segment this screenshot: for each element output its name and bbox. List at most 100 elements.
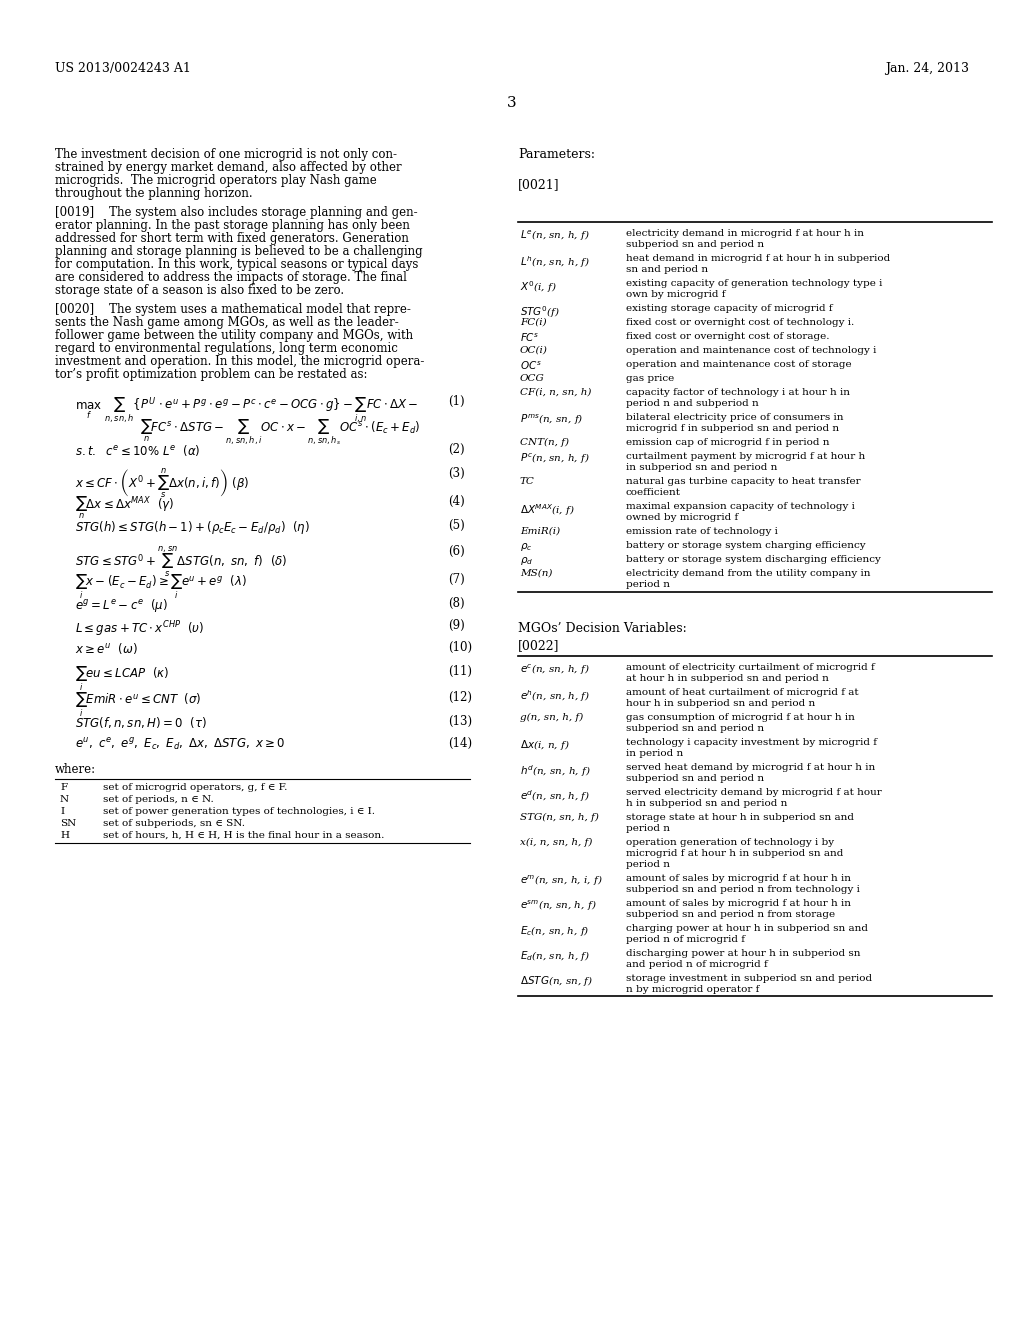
Text: existing storage capacity of microgrid f: existing storage capacity of microgrid f (626, 304, 833, 313)
Text: served electricity demand by microgrid f at hour: served electricity demand by microgrid f… (626, 788, 882, 797)
Text: (4): (4) (449, 495, 465, 508)
Text: tor’s profit optimization problem can be restated as:: tor’s profit optimization problem can be… (55, 368, 368, 381)
Text: $e^{sm}$(n, sn, h, f): $e^{sm}$(n, sn, h, f) (520, 899, 597, 913)
Text: are considered to address the impacts of storage. The final: are considered to address the impacts of… (55, 271, 407, 284)
Text: [0019]    The system also includes storage planning and gen-: [0019] The system also includes storage … (55, 206, 418, 219)
Text: planning and storage planning is believed to be a challenging: planning and storage planning is believe… (55, 246, 423, 257)
Text: gas price: gas price (626, 374, 674, 383)
Text: $s.t.\ \ c^{e} \leq 10\%\ L^{e}\ \ (\alpha)$: $s.t.\ \ c^{e} \leq 10\%\ L^{e}\ \ (\alp… (75, 444, 201, 458)
Text: n by microgrid operator f: n by microgrid operator f (626, 985, 760, 994)
Text: $\Delta x$(i, n, f): $\Delta x$(i, n, f) (520, 738, 570, 752)
Text: EmiR(i): EmiR(i) (520, 527, 560, 536)
Text: $STG(h) \leq STG(h-1) + (\rho_c E_c - E_d / \rho_d)\ \ (\eta)$: $STG(h) \leq STG(h-1) + (\rho_c E_c - E_… (75, 519, 310, 536)
Text: erator planning. In the past storage planning has only been: erator planning. In the past storage pla… (55, 219, 410, 232)
Text: Parameters:: Parameters: (518, 148, 595, 161)
Text: storage state of a season is also fixed to be zero.: storage state of a season is also fixed … (55, 284, 344, 297)
Text: [0021]: [0021] (518, 178, 560, 191)
Text: MGOs’ Decision Variables:: MGOs’ Decision Variables: (518, 622, 687, 635)
Text: where:: where: (55, 763, 96, 776)
Text: follower game between the utility company and MGOs, with: follower game between the utility compan… (55, 329, 413, 342)
Text: $\rho_{c}$: $\rho_{c}$ (520, 541, 532, 553)
Text: (11): (11) (449, 665, 472, 678)
Text: $STG(f, n, sn, H) = 0\ \ (\tau)$: $STG(f, n, sn, H) = 0\ \ (\tau)$ (75, 715, 207, 730)
Text: $E_{c}$(n, sn, h, f): $E_{c}$(n, sn, h, f) (520, 924, 590, 939)
Text: g(n, sn, h, f): g(n, sn, h, f) (520, 713, 584, 722)
Text: (13): (13) (449, 715, 472, 729)
Text: CNT(n, f): CNT(n, f) (520, 438, 569, 447)
Text: (12): (12) (449, 690, 472, 704)
Text: charging power at hour h in subperiod sn and: charging power at hour h in subperiod sn… (626, 924, 868, 933)
Text: F: F (60, 783, 68, 792)
Text: technology i capacity investment by microgrid f: technology i capacity investment by micr… (626, 738, 877, 747)
Text: subperiod sn and period n: subperiod sn and period n (626, 774, 764, 783)
Text: for computation. In this work, typical seasons or typical days: for computation. In this work, typical s… (55, 257, 419, 271)
Text: investment and operation. In this model, the microgrid opera-: investment and operation. In this model,… (55, 355, 424, 368)
Text: owned by microgrid f: owned by microgrid f (626, 513, 738, 521)
Text: CF(i, n, sn, h): CF(i, n, sn, h) (520, 388, 592, 397)
Text: emission cap of microgrid f in period n: emission cap of microgrid f in period n (626, 438, 829, 447)
Text: electricity demand in microgrid f at hour h in: electricity demand in microgrid f at hou… (626, 228, 864, 238)
Text: $\sum_{n} FC^{s} \cdot \Delta STG - \sum_{n,sn,h,i} OC \cdot x - \sum_{n,sn,h_s}: $\sum_{n} FC^{s} \cdot \Delta STG - \sum… (140, 417, 421, 446)
Text: OC(i): OC(i) (520, 346, 548, 355)
Text: $\sum_{n} \Delta x \leq \Delta x^{MAX}\ \ (\gamma)$: $\sum_{n} \Delta x \leq \Delta x^{MAX}\ … (75, 495, 174, 521)
Text: US 2013/0024243 A1: US 2013/0024243 A1 (55, 62, 190, 75)
Text: electricity demand from the utility company in: electricity demand from the utility comp… (626, 569, 870, 578)
Text: own by microgrid f: own by microgrid f (626, 290, 725, 300)
Text: set of subperiods, sn ∈ SN.: set of subperiods, sn ∈ SN. (103, 818, 245, 828)
Text: amount of sales by microgrid f at hour h in: amount of sales by microgrid f at hour h… (626, 874, 851, 883)
Text: period n: period n (626, 861, 670, 869)
Text: $\sum_{i} eu \leq LCAP\ \ (\kappa)$: $\sum_{i} eu \leq LCAP\ \ (\kappa)$ (75, 665, 170, 693)
Text: gas consumption of microgrid f at hour h in: gas consumption of microgrid f at hour h… (626, 713, 855, 722)
Text: Jan. 24, 2013: Jan. 24, 2013 (885, 62, 969, 75)
Text: (9): (9) (449, 619, 465, 632)
Text: sents the Nash game among MGOs, as well as the leader-: sents the Nash game among MGOs, as well … (55, 315, 398, 329)
Text: battery or storage system charging efficiency: battery or storage system charging effic… (626, 541, 865, 550)
Text: $P^{c}$(n, sn, h, f): $P^{c}$(n, sn, h, f) (520, 451, 590, 466)
Text: SN: SN (60, 818, 76, 828)
Text: amount of heat curtailment of microgrid f at: amount of heat curtailment of microgrid … (626, 688, 859, 697)
Text: strained by energy market demand, also affected by other: strained by energy market demand, also a… (55, 161, 401, 174)
Text: $h^{d}$(n, sn, h, f): $h^{d}$(n, sn, h, f) (520, 763, 591, 779)
Text: $L \leq gas + TC \cdot x^{CHP}\ \ (\upsilon)$: $L \leq gas + TC \cdot x^{CHP}\ \ (\upsi… (75, 619, 204, 639)
Text: curtailment payment by microgrid f at hour h: curtailment payment by microgrid f at ho… (626, 451, 865, 461)
Text: (7): (7) (449, 573, 465, 586)
Text: served heat demand by microgrid f at hour h in: served heat demand by microgrid f at hou… (626, 763, 876, 772)
Text: OCG: OCG (520, 374, 545, 383)
Text: subperiod sn and period n from technology i: subperiod sn and period n from technolog… (626, 884, 860, 894)
Text: $X^{0}$(i, f): $X^{0}$(i, f) (520, 279, 557, 294)
Text: set of hours, h, H ∈ H, H is the final hour in a season.: set of hours, h, H ∈ H, H is the final h… (103, 832, 384, 840)
Text: amount of electricity curtailment of microgrid f: amount of electricity curtailment of mic… (626, 663, 874, 672)
Text: bilateral electricity price of consumers in: bilateral electricity price of consumers… (626, 413, 844, 422)
Text: $e^{g} = L^{e} - c^{e}\ \ (\mu)$: $e^{g} = L^{e} - c^{e}\ \ (\mu)$ (75, 597, 168, 614)
Text: subperiod sn and period n: subperiod sn and period n (626, 240, 764, 249)
Text: battery or storage system discharging efficiency: battery or storage system discharging ef… (626, 554, 881, 564)
Text: $\Delta X^{MAX}$(i, f): $\Delta X^{MAX}$(i, f) (520, 502, 574, 517)
Text: $e^{d}$(n, sn, h, f): $e^{d}$(n, sn, h, f) (520, 788, 591, 804)
Text: $x \geq e^{u}\ \ (\omega)$: $x \geq e^{u}\ \ (\omega)$ (75, 642, 137, 656)
Text: STG(n, sn, h, f): STG(n, sn, h, f) (520, 813, 599, 822)
Text: $STG \leq STG^{0} + \sum_{s}^{n,sn} \Delta STG(n,\ sn,\ f)\ \ (\delta)$: $STG \leq STG^{0} + \sum_{s}^{n,sn} \Del… (75, 545, 288, 579)
Text: capacity factor of technology i at hour h in: capacity factor of technology i at hour … (626, 388, 850, 397)
Text: x(i, n, sn, h, f): x(i, n, sn, h, f) (520, 838, 592, 847)
Text: $e^{m}$(n, sn, h, i, f): $e^{m}$(n, sn, h, i, f) (520, 874, 603, 888)
Text: (3): (3) (449, 467, 465, 480)
Text: amount of sales by microgrid f at hour h in: amount of sales by microgrid f at hour h… (626, 899, 851, 908)
Text: (6): (6) (449, 545, 465, 558)
Text: set of power generation types of technologies, i ∈ I.: set of power generation types of technol… (103, 807, 375, 816)
Text: subperiod sn and period n from storage: subperiod sn and period n from storage (626, 909, 836, 919)
Text: 3: 3 (507, 96, 517, 110)
Text: MS(n): MS(n) (520, 569, 552, 578)
Text: storage investment in subperiod sn and period: storage investment in subperiod sn and p… (626, 974, 872, 983)
Text: and period n of microgrid f: and period n of microgrid f (626, 960, 768, 969)
Text: $\sum_{i} EmiR \cdot e^{u} \leq CNT\ \ (\sigma)$: $\sum_{i} EmiR \cdot e^{u} \leq CNT\ \ (… (75, 690, 202, 719)
Text: period n and subperiod n: period n and subperiod n (626, 399, 759, 408)
Text: coefficient: coefficient (626, 488, 681, 498)
Text: $e^{h}$(n, sn, h, f): $e^{h}$(n, sn, h, f) (520, 688, 591, 704)
Text: period n: period n (626, 579, 670, 589)
Text: maximal expansion capacity of technology i: maximal expansion capacity of technology… (626, 502, 855, 511)
Text: $\rho_{d}$: $\rho_{d}$ (520, 554, 534, 568)
Text: emission rate of technology i: emission rate of technology i (626, 527, 778, 536)
Text: in subperiod sn and period n: in subperiod sn and period n (626, 463, 777, 473)
Text: operation and maintenance cost of technology i: operation and maintenance cost of techno… (626, 346, 877, 355)
Text: $OC^{s}$: $OC^{s}$ (520, 360, 542, 372)
